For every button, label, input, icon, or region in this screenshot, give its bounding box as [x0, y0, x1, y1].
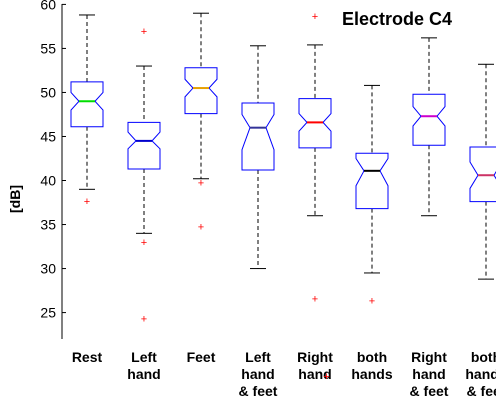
category-label: & feet: [410, 383, 449, 399]
category-label: hand: [127, 366, 160, 382]
category-label: & feet: [239, 383, 278, 399]
category-label: Right: [297, 349, 333, 365]
box-7: [412, 37, 446, 217]
outlier-marker: +: [312, 293, 318, 305]
category-label: both: [471, 349, 496, 365]
box-1: +: [70, 14, 104, 208]
category-label: Right: [411, 349, 447, 365]
outlier-marker: +: [141, 26, 147, 38]
category-label: Feet: [187, 349, 216, 365]
y-tick-label: 45: [40, 128, 56, 144]
category-label: hands: [465, 366, 496, 382]
boxes: ++++++++ +: [70, 11, 496, 326]
box-3: ++: [184, 12, 218, 233]
box-body: [355, 152, 389, 210]
category-label: hand: [298, 366, 331, 382]
category-label: hand: [241, 366, 274, 382]
box-body: [184, 67, 218, 115]
box-body: [469, 146, 496, 203]
category-label: hand: [412, 366, 445, 382]
y-tick-label: 60: [40, 0, 56, 12]
category-label: Left: [245, 349, 271, 365]
category-label: both: [357, 349, 387, 365]
box-6: +: [355, 84, 389, 307]
y-tick-label: 40: [40, 173, 56, 189]
outlier-marker: +: [198, 177, 204, 189]
box-5: ++: [298, 11, 332, 305]
y-tick-label: 55: [40, 40, 56, 56]
outlier-marker: +: [198, 221, 204, 233]
y-tick-label: 25: [40, 305, 56, 321]
category-label: & feet: [467, 383, 496, 399]
outlier-marker: +: [312, 11, 318, 23]
y-tick-label: 30: [40, 261, 56, 277]
y-axis-label: [dB]: [7, 185, 23, 213]
outlier-marker: +: [141, 237, 147, 249]
box-body: [298, 98, 332, 149]
box-body: [127, 121, 161, 170]
axes: 25 30 35 40 45 50 55 60: [40, 0, 66, 339]
box-body: [412, 93, 446, 146]
box-body: [70, 81, 104, 128]
box-body: [241, 102, 275, 171]
box-4: [241, 45, 275, 270]
y-tick-label: 50: [40, 84, 56, 100]
category-label: Left: [131, 349, 157, 365]
category-label: hands: [351, 366, 392, 382]
outlier-marker: +: [369, 295, 375, 307]
outlier-marker: +: [84, 196, 90, 208]
stray-outlier-marker: +: [323, 371, 329, 383]
category-label: Rest: [72, 349, 103, 365]
box-2: + + +: [127, 26, 161, 326]
y-tick-label: 35: [40, 217, 56, 233]
chart-title: Electrode C4: [342, 9, 452, 29]
box-8: [469, 63, 496, 280]
outlier-marker: +: [141, 314, 147, 326]
